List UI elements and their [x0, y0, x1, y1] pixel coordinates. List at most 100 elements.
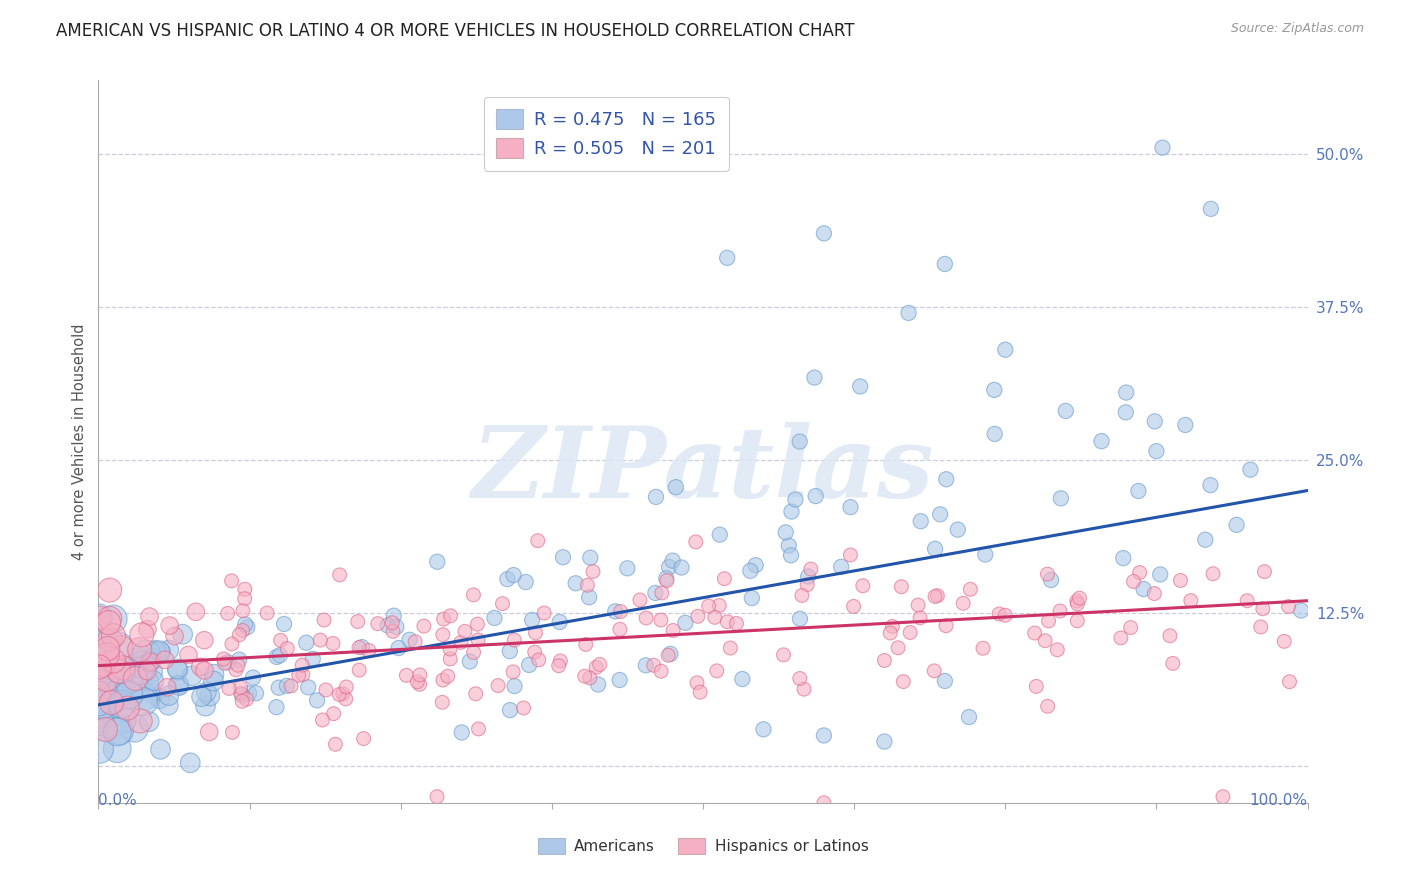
Point: [89, 660, 111, 674]
Point: [523, 645, 546, 659]
Point: [273, 617, 295, 632]
Point: [347, 663, 370, 677]
Point: [149, 645, 172, 659]
Point: [198, 725, 221, 739]
Point: [1054, 404, 1077, 418]
Point: [564, 576, 586, 591]
Point: [89, 713, 111, 727]
Point: [94, 634, 117, 648]
Point: [167, 678, 190, 692]
Point: [609, 622, 631, 636]
Point: [107, 687, 129, 701]
Point: [458, 655, 481, 669]
Point: [138, 609, 160, 624]
Point: [226, 658, 249, 673]
Point: [245, 686, 267, 700]
Point: [609, 605, 631, 619]
Point: [232, 624, 254, 638]
Point: [716, 615, 738, 629]
Point: [117, 673, 139, 688]
Point: [1129, 566, 1152, 580]
Point: [231, 688, 253, 702]
Point: [148, 643, 170, 657]
Point: [110, 640, 132, 655]
Point: [1289, 603, 1312, 617]
Point: [634, 658, 657, 673]
Point: [879, 626, 901, 640]
Point: [96, 648, 118, 662]
Point: [100, 706, 122, 720]
Point: [1272, 634, 1295, 648]
Point: [839, 500, 862, 515]
Point: [225, 663, 247, 677]
Point: [242, 671, 264, 685]
Point: [789, 672, 811, 686]
Point: [1199, 478, 1222, 492]
Point: [297, 681, 319, 695]
Point: [463, 645, 485, 659]
Point: [686, 609, 709, 624]
Point: [367, 616, 389, 631]
Point: [322, 706, 344, 721]
Point: [1069, 591, 1091, 606]
Point: [280, 679, 302, 693]
Point: [228, 628, 250, 642]
Point: [576, 578, 599, 592]
Point: [436, 669, 458, 683]
Point: [145, 643, 167, 657]
Point: [662, 624, 685, 638]
Point: [898, 625, 921, 640]
Point: [269, 648, 291, 663]
Point: [467, 722, 489, 736]
Point: [520, 613, 543, 627]
Point: [270, 633, 292, 648]
Point: [347, 640, 370, 655]
Point: [231, 694, 253, 708]
Point: [1128, 483, 1150, 498]
Point: [312, 613, 335, 627]
Point: [105, 741, 128, 756]
Point: [229, 686, 252, 700]
Point: [332, 687, 354, 701]
Point: [194, 699, 217, 714]
Point: [91, 719, 114, 733]
Point: [484, 611, 506, 625]
Point: [803, 370, 825, 384]
Point: [195, 685, 218, 699]
Point: [103, 629, 125, 643]
Point: [350, 640, 373, 655]
Point: [1253, 565, 1275, 579]
Point: [813, 796, 835, 810]
Point: [655, 574, 678, 588]
Point: [797, 569, 820, 583]
Point: [790, 589, 813, 603]
Point: [1277, 599, 1299, 614]
Point: [499, 703, 522, 717]
Point: [87, 686, 110, 700]
Point: [432, 695, 454, 709]
Point: [574, 669, 596, 683]
Point: [934, 257, 956, 271]
Point: [295, 636, 318, 650]
Point: [1239, 463, 1261, 477]
Point: [236, 620, 259, 634]
Point: [650, 665, 672, 679]
Point: [136, 622, 159, 636]
Point: [97, 641, 120, 656]
Point: [87, 610, 110, 624]
Point: [124, 672, 146, 686]
Point: [142, 665, 165, 679]
Point: [890, 580, 912, 594]
Point: [408, 677, 430, 691]
Point: [1025, 679, 1047, 693]
Point: [1115, 385, 1137, 400]
Point: [157, 689, 180, 703]
Point: [426, 789, 449, 804]
Point: [385, 620, 408, 634]
Point: [716, 251, 738, 265]
Point: [957, 710, 980, 724]
Point: [325, 737, 347, 751]
Point: [87, 686, 110, 700]
Point: [673, 615, 696, 630]
Point: [924, 590, 946, 604]
